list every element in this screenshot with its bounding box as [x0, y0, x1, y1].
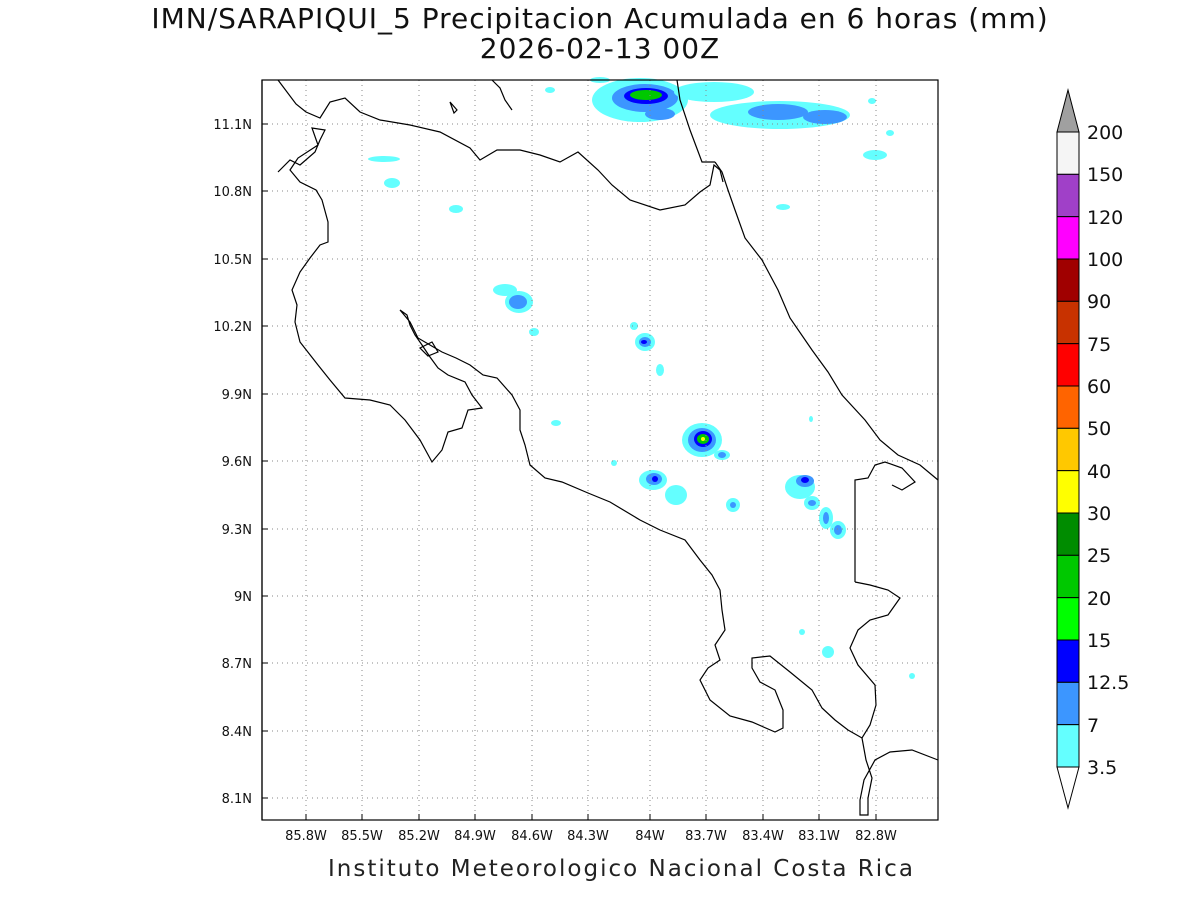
colorbar-box [1056, 216, 1080, 260]
lon-label: 83.7W [685, 829, 727, 844]
lon-label: 84.9W [454, 829, 496, 844]
lon-label: 85.2W [398, 829, 440, 844]
latitude-labels: 11.1N 10.8N 10.5N 10.2N 9.9N 9.6N 9.3N 9… [213, 118, 252, 807]
map-title: IMN/SARAPIQUI_5 Precipitacion Acumulada … [151, 2, 1049, 35]
precipitation-field [368, 77, 915, 679]
lon-label: 85.5W [341, 829, 383, 844]
colorbar-box [1056, 554, 1080, 599]
lon-label: 83.1W [798, 829, 840, 844]
lat-label: 9N [234, 590, 252, 605]
lat-label: 10.5N [213, 253, 252, 268]
colorbar-box [1056, 470, 1080, 514]
longitude-labels: 85.8W 85.5W 85.2W 84.9W 84.6W 84.3W 84W … [285, 829, 897, 844]
colorbar-label: 120 [1087, 207, 1123, 229]
lat-label: 8.7N [222, 657, 252, 672]
colorbar-box [1056, 258, 1080, 302]
colorbar-label: 200 [1087, 122, 1123, 144]
colorbar-bottom-triangle [1056, 766, 1080, 810]
lat-label: 9.9N [222, 388, 252, 403]
colorbar-boxes [1056, 131, 1080, 768]
lon-label: 85.8W [285, 829, 327, 844]
map-frame [261, 79, 939, 821]
colorbar-label: 12.5 [1087, 672, 1129, 694]
lat-label: 8.1N [222, 792, 252, 807]
colorbar-label: 60 [1087, 376, 1111, 398]
footer-credit: Instituto Meteorologico Nacional Costa R… [328, 856, 915, 882]
colorbar-label: 30 [1087, 503, 1111, 525]
colorbar-label: 90 [1087, 291, 1111, 313]
colorbar-box [1056, 173, 1080, 218]
colorbar-box [1056, 343, 1080, 387]
lon-label: 83.4W [742, 829, 784, 844]
colorbar-label: 50 [1087, 418, 1111, 440]
lat-label: 9.3N [222, 523, 252, 538]
colorbar-box [1056, 512, 1080, 556]
lon-label: 84.6W [511, 829, 553, 844]
colorbar-box [1056, 724, 1080, 768]
colorbar-box [1056, 385, 1080, 429]
colorbar-box [1056, 597, 1080, 641]
colorbar-label: 150 [1087, 164, 1123, 186]
lat-label: 8.4N [222, 725, 252, 740]
map-plot-area [261, 77, 939, 821]
lat-label: 11.1N [213, 118, 252, 133]
colorbar-label: 15 [1087, 630, 1111, 652]
map-datetime: 2026-02-13 00Z [479, 32, 721, 65]
colorbar-box [1056, 681, 1080, 726]
lat-label: 10.8N [213, 185, 252, 200]
colorbar-label: 25 [1087, 545, 1111, 567]
colorbar-label: 20 [1087, 588, 1111, 610]
colorbar-label: 100 [1087, 249, 1123, 271]
lat-label: 9.6N [222, 455, 252, 470]
lon-label: 84W [635, 829, 665, 844]
colorbar-label: 3.5 [1087, 757, 1117, 779]
colorbar-label: 7 [1087, 715, 1099, 737]
lon-label: 82.8W [855, 829, 897, 844]
colorbar-label: 40 [1087, 461, 1111, 483]
precipitation-colorbar: 200 150 120 100 90 75 60 50 40 30 25 20 … [1056, 88, 1129, 810]
colorbar-box [1056, 131, 1080, 175]
map-gridlines [262, 80, 938, 820]
colorbar-top-triangle [1056, 88, 1080, 133]
lat-label: 10.2N [213, 320, 252, 335]
colorbar-labels: 200 150 120 100 90 75 60 50 40 30 25 20 … [1087, 122, 1129, 779]
colorbar-box [1056, 427, 1080, 472]
colorbar-box [1056, 300, 1080, 345]
lon-label: 84.3W [567, 829, 609, 844]
colorbar-box [1056, 639, 1080, 683]
colorbar-label: 75 [1087, 334, 1111, 356]
